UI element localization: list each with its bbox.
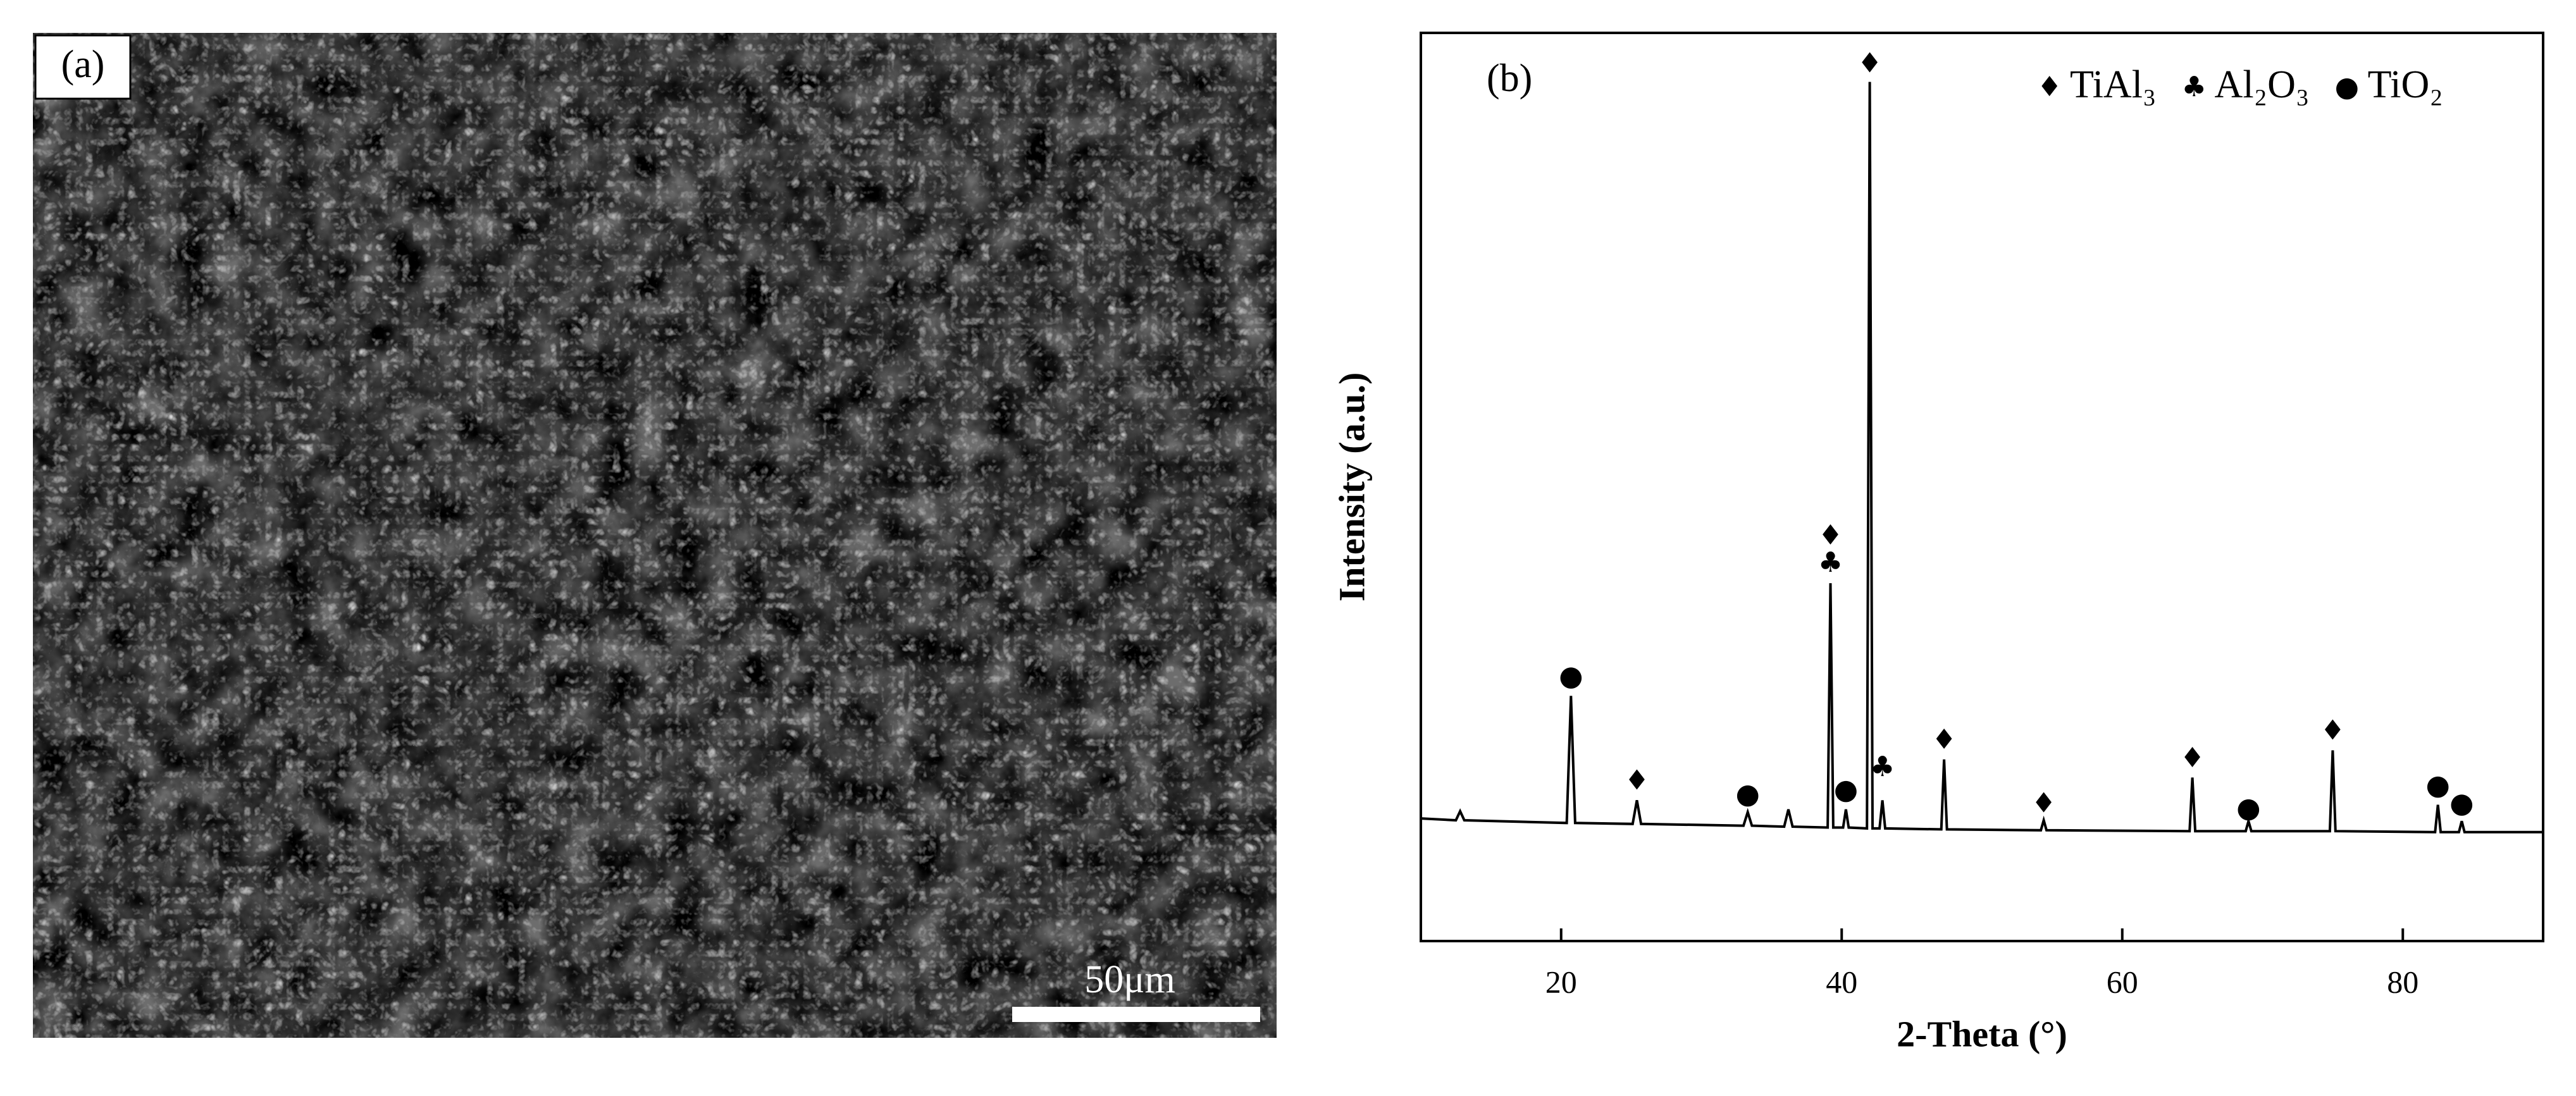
peak-marker: ● [2449, 787, 2474, 820]
plot-frame [1420, 32, 2544, 942]
xrd-line [1420, 82, 2543, 834]
legend-symbol: ● [2335, 71, 2359, 103]
peak-marker: ● [2425, 769, 2449, 801]
x-tick-label: 20 [1545, 964, 1577, 999]
sem-image: (a) 50μm [33, 33, 1277, 1038]
peak-marker: ♣ [1870, 751, 1895, 783]
legend-symbol: ♣ [2182, 71, 2207, 103]
panel-label: (a) [61, 43, 105, 86]
peak-marker: ♦ [1857, 47, 1882, 79]
scale-bar [1012, 1007, 1260, 1022]
peak-marker: ● [1559, 660, 1583, 693]
peak-marker: ● [1735, 778, 1759, 810]
x-tick-label: 60 [2107, 964, 2138, 999]
panel-label: (b) [1487, 57, 1532, 100]
x-axis-label: 2-Theta (°) [1897, 1013, 2067, 1054]
y-axis-label: Intensity (a.u.) [1331, 373, 1372, 602]
peak-marker: ♦ [2180, 742, 2205, 774]
legend-label: Al₂O₃ [2215, 63, 2310, 106]
scale-bar-label: 50μm [1084, 958, 1175, 1001]
legend-symbol: ♦ [2037, 71, 2062, 103]
peak-marker: ♦ [1818, 519, 1843, 551]
peak-marker: ♦ [2320, 715, 2345, 747]
peak-marker: ♣ [1818, 546, 1843, 579]
peak-marker: ♦ [2031, 787, 2056, 820]
x-tick-label: 80 [2387, 964, 2418, 999]
peak-marker: ♦ [1931, 723, 1956, 756]
x-tick-label: 40 [1826, 964, 1857, 999]
legend-label: TiAl₃ [2070, 63, 2157, 106]
peak-marker: ● [1834, 773, 1858, 806]
peak-marker: ♦ [1625, 765, 1649, 797]
peak-marker: ● [2236, 792, 2260, 824]
legend-label: TiO₂ [2368, 63, 2443, 106]
